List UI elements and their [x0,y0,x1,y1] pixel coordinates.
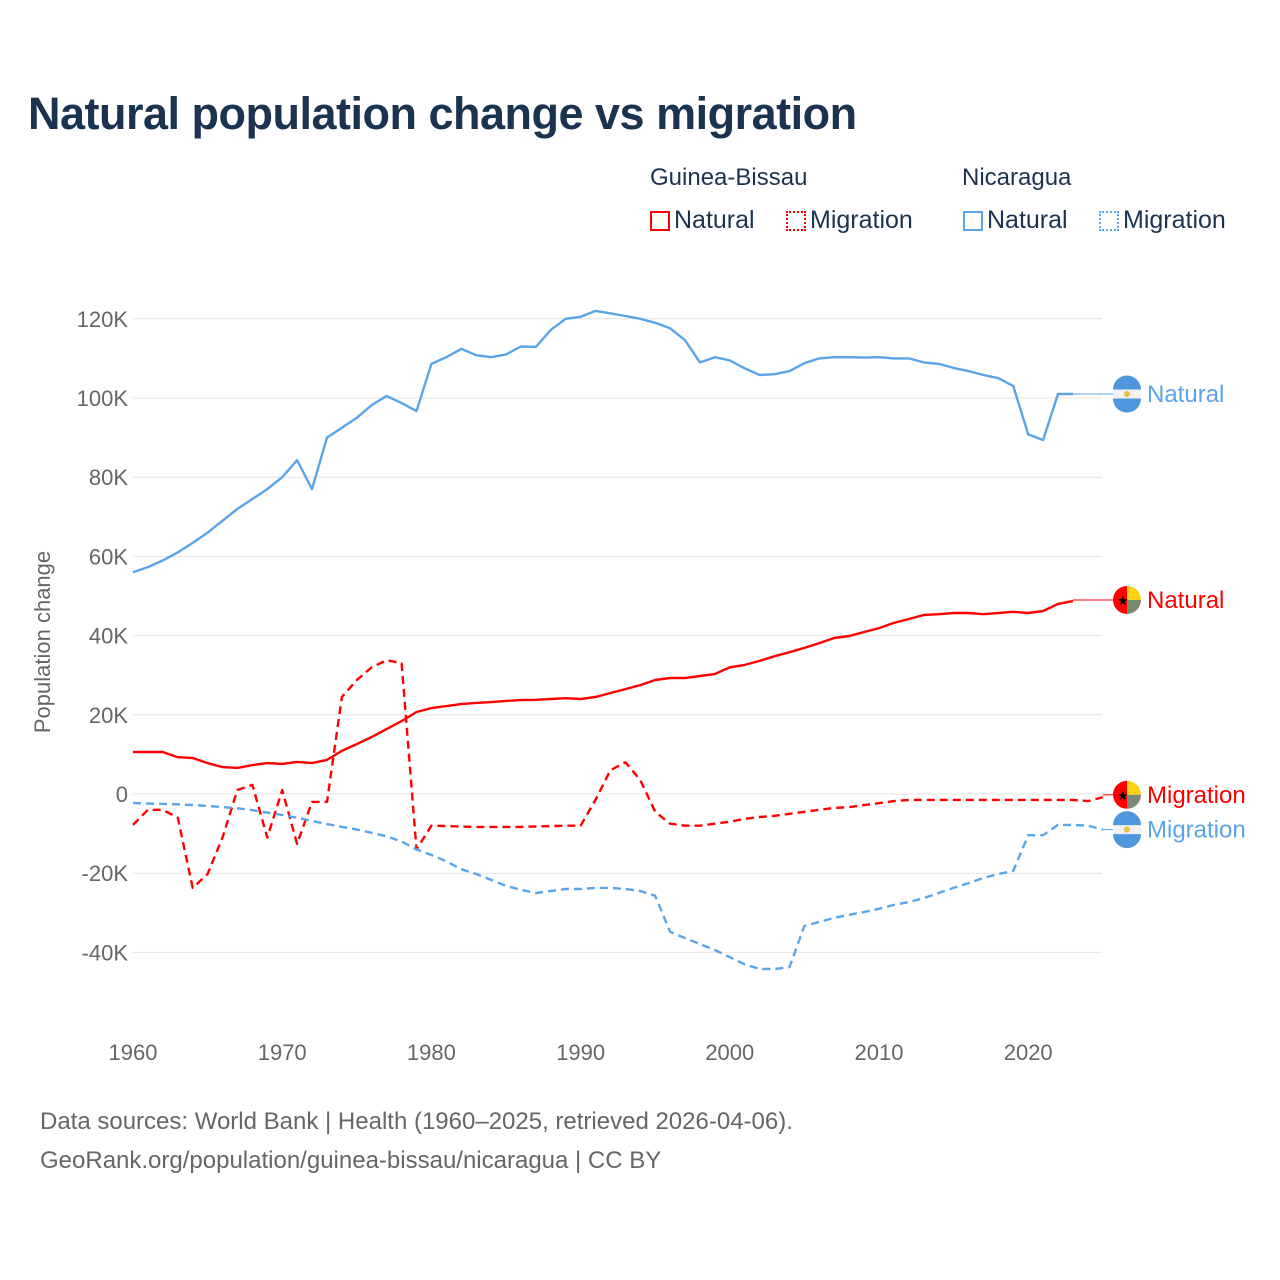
flag-star: ★ [1117,593,1129,608]
x-tick-label: 1990 [556,1040,605,1065]
legend-label: Natural [674,206,755,234]
y-tick-label: 80K [89,465,128,490]
legend-group-nicaragua: Nicaragua [962,164,1072,191]
legend-item-gb-natural[interactable]: Natural [650,206,755,235]
x-tick-label: 2020 [1004,1040,1053,1065]
x-tick-label: 2000 [705,1040,754,1065]
flag-red [1113,780,1127,809]
flag-green [1127,794,1141,809]
y-axis-label: Population change [30,551,55,733]
y-tick-label: 40K [89,624,128,649]
y-tick-label: 100K [77,386,129,411]
legend-swatch-dotted [786,210,806,231]
flag-emblem [1124,826,1130,833]
flag-red [1113,585,1127,614]
legend-swatch-solid [650,210,670,231]
series-line-nicaragua-natural [132,309,1073,574]
flag-star: ★ [1117,788,1129,803]
legend-group-guinea-bissau: Guinea-Bissau [650,164,808,191]
x-tick-label: 1960 [109,1040,158,1065]
page-title: Natural population change vs migration [28,88,857,139]
y-tick-label: 60K [89,544,128,569]
legend-label: Natural [987,206,1068,234]
guinea-bissau-flag-icon: ★ [1113,585,1141,614]
flag-stripe [1113,398,1141,413]
x-tick-label: 1980 [407,1040,456,1065]
series-line-guinea-bissau-migration [132,659,1104,890]
x-tick-label: 1970 [258,1040,307,1065]
y-tick-label: 120K [77,307,129,332]
y-tick-label: 0 [116,782,128,807]
nicaragua-flag-icon [1113,375,1141,413]
series-line-nicaragua-migration [132,801,1104,971]
end-label-nicaragua-migration: Migration [1147,817,1246,844]
legend-item-ni-natural[interactable]: Natural [963,206,1068,235]
x-tick-label: 2010 [855,1040,904,1065]
legend-swatch-dotted [1099,210,1119,231]
series-line-guinea-bissau-natural [133,599,1074,770]
flag-stripe [1113,811,1141,826]
y-tick-label: -40K [82,940,129,965]
end-label-nicaragua-natural: Natural [1147,381,1224,408]
flag-stripe [1113,834,1141,849]
footer-link[interactable]: GeoRank.org/population/guinea-bissau/nic… [40,1147,662,1174]
legend-label: Migration [1123,206,1226,234]
end-label-guinea-bissau-migration: Migration [1147,782,1246,809]
legend-item-ni-migration[interactable]: Migration [1099,206,1226,235]
legend-swatch-solid [963,210,983,231]
guinea-bissau-flag-icon: ★ [1113,780,1141,809]
legend-item-gb-migration[interactable]: Migration [786,206,913,235]
flag-yellow [1127,780,1141,795]
footer-source: Data sources: World Bank | Health (1960–… [40,1108,793,1135]
legend-label: Migration [810,206,913,234]
flag-green [1127,599,1141,614]
y-tick-label: -20K [82,861,129,886]
end-label-guinea-bissau-natural: Natural [1147,587,1224,614]
y-tick-label: 20K [89,703,128,728]
flag-stripe [1113,375,1141,390]
flag-yellow [1127,585,1141,600]
nicaragua-flag-icon [1113,811,1141,849]
flag-emblem [1124,391,1130,398]
